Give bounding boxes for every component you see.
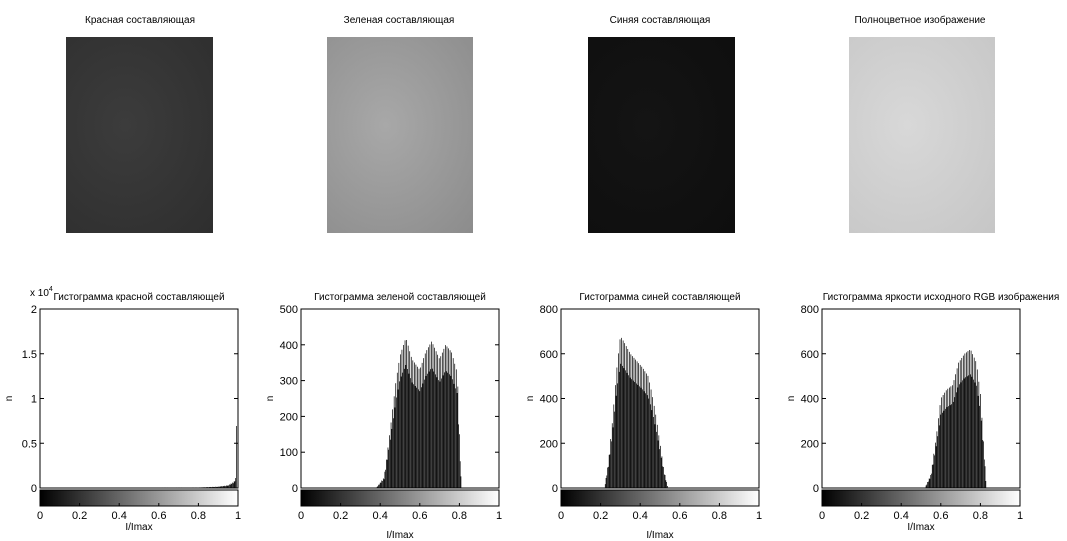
axes-box bbox=[560, 308, 760, 489]
histogram-1: 0 100 200 300 400 500 0 0.2 0.4 0.6 0.8 1 Гистограмм… bbox=[265, 292, 502, 541]
image-title-green: Зеленая составляющая bbox=[343, 15, 455, 26]
y-tick-label: 300 bbox=[280, 376, 298, 388]
x-tick-label: 0 bbox=[558, 510, 564, 522]
y-tick-label: 600 bbox=[540, 349, 558, 361]
y-tick-label: 500 bbox=[280, 304, 298, 316]
histogram-bars bbox=[924, 350, 987, 488]
x-tick-label: 0.2 bbox=[72, 510, 87, 522]
x-tick-label: 1 bbox=[496, 510, 502, 522]
colorbar bbox=[821, 489, 1021, 507]
y-axis-label: n bbox=[265, 396, 276, 402]
colorbar bbox=[560, 489, 760, 507]
x-tick-label: 0.4 bbox=[894, 510, 909, 522]
x-tick-label: 0 bbox=[37, 510, 43, 522]
x-tick-label: 0.6 bbox=[151, 510, 166, 522]
y-tick-label: 100 bbox=[280, 447, 298, 459]
x-tick-label: 1 bbox=[756, 510, 762, 522]
x-tick-label: 0.6 bbox=[933, 510, 948, 522]
y-tick-label: 400 bbox=[540, 394, 558, 406]
colorbar bbox=[39, 489, 239, 507]
histogram-0: 0 0.5 1 1.5 2 0 0.2 0.4 0.6 0.8 1 Гистограмма красн… bbox=[4, 286, 241, 533]
x-tick-label: 0.8 bbox=[973, 510, 988, 522]
y-tick-label: 0 bbox=[292, 483, 298, 495]
axes-box bbox=[821, 308, 1021, 489]
x-axis-label: I/Imax bbox=[386, 530, 413, 541]
x-axis-label: I/Imax bbox=[125, 522, 152, 533]
y-multiplier: x 104 bbox=[30, 286, 53, 299]
histogram-2: 0 200 400 600 800 0 0.2 0.4 0.6 0.8 1 Гистограмма с… bbox=[525, 292, 762, 541]
y-tick-label: 0 bbox=[552, 483, 558, 495]
y-axis-label: n bbox=[786, 396, 797, 402]
x-axis-label: I/Imax bbox=[907, 522, 934, 533]
x-tick-label: 0.8 bbox=[191, 510, 206, 522]
x-tick-label: 0 bbox=[819, 510, 825, 522]
y-tick-label: 0 bbox=[813, 483, 819, 495]
y-tick-label: 800 bbox=[540, 304, 558, 316]
x-tick-label: 0.4 bbox=[112, 510, 127, 522]
x-tick-label: 1 bbox=[235, 510, 241, 522]
histogram-title: Гистограмма яркости исходного RGB изобра… bbox=[823, 291, 1060, 303]
y-tick-label: 400 bbox=[280, 340, 298, 352]
y-tick-label: 200 bbox=[280, 411, 298, 423]
y-axis-label: n bbox=[4, 396, 15, 402]
x-tick-label: 0.6 bbox=[672, 510, 687, 522]
image-green-component bbox=[327, 37, 473, 233]
y-tick-label: 0 bbox=[31, 483, 37, 495]
x-tick-label: 1 bbox=[1017, 510, 1023, 522]
y-tick-label: 200 bbox=[540, 438, 558, 450]
image-red-component bbox=[66, 37, 213, 233]
x-tick-label: 0 bbox=[298, 510, 304, 522]
histogram-title: Гистограмма красной составляющей bbox=[53, 292, 224, 303]
x-tick-label: 0.8 bbox=[712, 510, 727, 522]
x-tick-label: 0.4 bbox=[373, 510, 388, 522]
x-tick-label: 0.6 bbox=[412, 510, 427, 522]
image-title-red: Красная составляющая bbox=[85, 15, 195, 26]
x-tick-label: 0.2 bbox=[593, 510, 608, 522]
y-tick-label: 600 bbox=[801, 349, 819, 361]
image-blue-component bbox=[588, 37, 735, 233]
y-tick-label: 400 bbox=[801, 394, 819, 406]
image-title-full-color: Полноцветное изображение bbox=[854, 15, 986, 26]
histogram-bars bbox=[39, 426, 237, 488]
y-tick-label: 800 bbox=[801, 304, 819, 316]
axes-box bbox=[39, 308, 239, 489]
y-tick-label: 1 bbox=[31, 394, 37, 406]
y-tick-label: 0.5 bbox=[22, 438, 37, 450]
y-tick-label: 1.5 bbox=[22, 349, 37, 361]
histogram-title: Гистограмма зеленой составляющей bbox=[314, 292, 486, 303]
y-tick-label: 200 bbox=[801, 438, 819, 450]
colorbar bbox=[300, 489, 500, 507]
histogram-3: 0 200 400 600 800 0 0.2 0.4 0.6 0.8 1 Гистограмма я… bbox=[786, 291, 1059, 533]
axes-box bbox=[300, 308, 500, 489]
histogram-bars bbox=[604, 337, 668, 488]
x-tick-label: 0.8 bbox=[452, 510, 467, 522]
histogram-bars bbox=[375, 340, 462, 488]
x-tick-label: 0.2 bbox=[333, 510, 348, 522]
image-full-color bbox=[849, 37, 995, 233]
y-tick-label: 2 bbox=[31, 304, 37, 316]
x-tick-label: 0.4 bbox=[633, 510, 648, 522]
image-title-blue: Синяя составляющая bbox=[609, 15, 711, 26]
y-axis-label: n bbox=[525, 396, 536, 402]
x-axis-label: I/Imax bbox=[646, 530, 673, 541]
histogram-title: Гистограмма синей составляющей bbox=[579, 292, 740, 303]
x-tick-label: 0.2 bbox=[854, 510, 869, 522]
